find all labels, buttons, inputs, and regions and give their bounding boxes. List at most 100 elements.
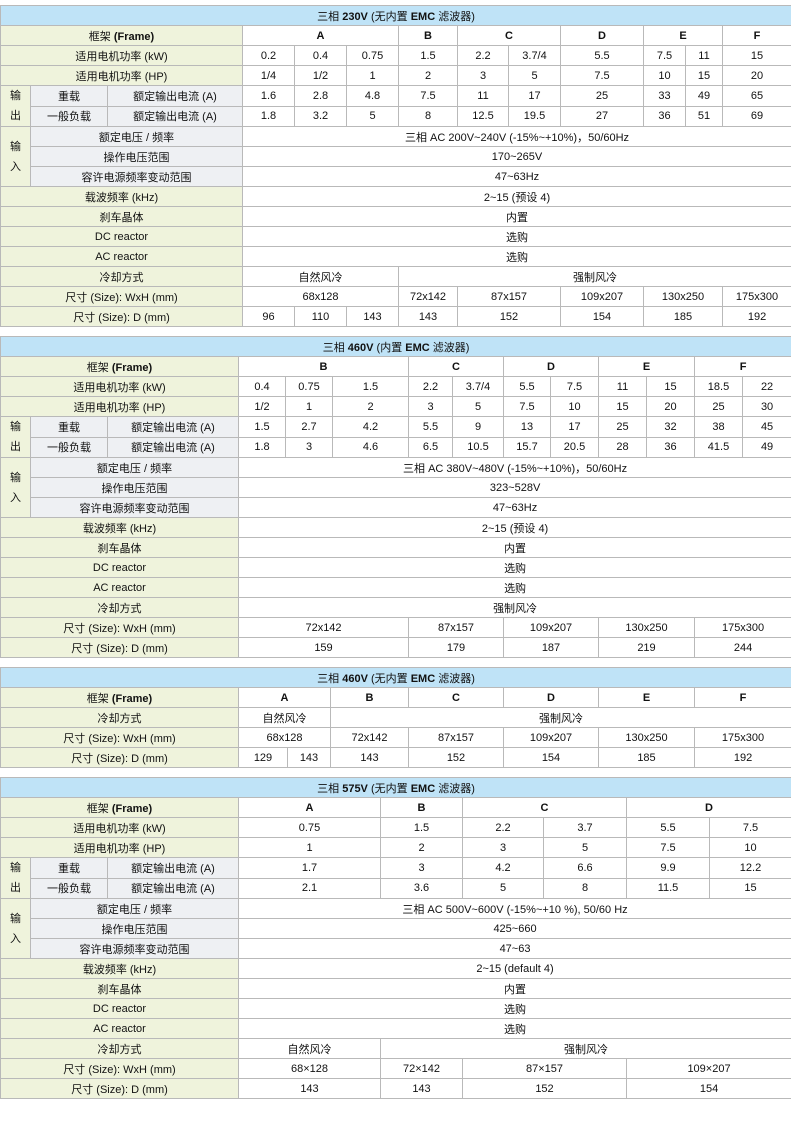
frame-label-en: (Frame) — [111, 802, 153, 815]
table-row: 冷却方式 自然风冷 强制风冷 — [0, 266, 791, 287]
value-cell: 130x250 — [598, 727, 695, 748]
table-row: AC reactor 选购 — [0, 577, 791, 598]
row-label: 适用电机功率 (HP) — [0, 65, 243, 86]
frame-header-cell: F — [693, 356, 791, 377]
row-label: 额定输出电流 (A) — [107, 85, 243, 107]
frame-row: 框架 (Frame) A B C D E F — [0, 25, 791, 46]
value-cell: 51 — [685, 105, 723, 127]
value-cell: 7.5 — [398, 85, 458, 107]
value-cell: 152 — [462, 1078, 627, 1099]
value-cell: 72x142 — [330, 727, 409, 748]
value-cell: 65 — [721, 85, 791, 107]
row-label: 一般负载 — [30, 877, 108, 899]
value-cell: 0.75 — [285, 376, 333, 397]
value-cell: 10 — [643, 65, 686, 86]
value-cell: 2~15 (预设 4) — [237, 517, 791, 538]
value-cell: 15 — [721, 45, 791, 66]
row-label: 冷却方式 — [0, 597, 239, 618]
frame-header-cell: D — [503, 356, 599, 377]
value-cell: 109x207 — [560, 286, 644, 307]
value-cell: 143 — [287, 747, 331, 768]
row-label: 额定输出电流 (A) — [107, 877, 239, 899]
frame-row: 框架 (Frame) B C D E F — [0, 356, 791, 377]
value-cell: 强制风冷 — [379, 1038, 791, 1059]
row-label: 载波频率 (kHz) — [0, 958, 239, 979]
value-cell: 5 — [346, 105, 399, 127]
value-cell: 244 — [693, 637, 791, 658]
table-row: 容许电源频率变动范围 47~63Hz — [1, 166, 791, 187]
table-title: 三相 575V (无内置 EMC 滤波器) — [0, 777, 791, 798]
value-cell: 15 — [685, 65, 723, 86]
table-row: 输出重载 额定输出电流 (A) 1.7 3 4.2 6.6 9.9 12.2 — [0, 857, 791, 899]
row-label: 额定输出电流 (A) — [107, 105, 243, 127]
value-cell: 20 — [721, 65, 791, 86]
value-cell: 175x300 — [693, 617, 791, 638]
table-row: 适用电机功率 (HP) 1/4 1/2 1 2 3 5 7.5 10 15 20 — [0, 65, 791, 86]
frame-header-cell: E — [598, 356, 695, 377]
value-cell: 内置 — [241, 206, 791, 227]
value-cell: 15 — [708, 877, 791, 899]
table-row: 操作电压范围 425~660 — [1, 918, 791, 939]
value-cell: 0.2 — [242, 45, 295, 66]
value-cell: 25 — [598, 416, 647, 438]
title-part: 滤波器) — [435, 10, 475, 23]
value-cell: 4.2 — [332, 416, 409, 438]
row-label: 适用电机功率 (kW) — [0, 45, 243, 66]
value-cell: 2~15 (预设 4) — [241, 186, 791, 207]
table-title-row: 三相 460V (无内置 EMC 滤波器) — [0, 667, 791, 688]
value-cell: 选购 — [237, 1018, 791, 1039]
frame-header-cell: D — [560, 25, 644, 46]
row-label: 重载 — [30, 416, 108, 438]
row-label: 容许电源频率变动范围 — [30, 938, 239, 959]
value-cell: 49 — [685, 85, 723, 107]
value-cell: 1.5 — [398, 45, 458, 66]
frame-header-cell: D — [503, 687, 599, 708]
frame-label-text: 框架 — [86, 361, 112, 374]
value-cell: 选购 — [237, 998, 791, 1019]
frame-label-text: 框架 — [86, 692, 112, 705]
value-cell: 12.5 — [457, 105, 509, 127]
row-label: 操作电压范围 — [30, 477, 239, 498]
value-cell: 87x157 — [408, 617, 504, 638]
table-row: 输出重载 额定输出电流 (A) 1.6 2.8 4.8 7.5 11 17 25 33 49 65 — [0, 85, 791, 127]
table-row: 尺寸 (Size): D (mm) 143 143 152 154 — [0, 1078, 791, 1099]
row-label: 冷却方式 — [0, 1038, 239, 1059]
value-cell: 5 — [543, 837, 627, 858]
table-row: 一般负载 额定输出电流 (A) 2.1 3.6 5 8 11.5 15 — [1, 877, 791, 899]
value-cell: 22 — [741, 376, 791, 397]
title-part: 230V — [342, 10, 368, 23]
title-part: (内置 — [373, 341, 406, 354]
row-label: 尺寸 (Size): WxH (mm) — [0, 617, 239, 638]
value-cell: 68x128 — [242, 286, 399, 307]
value-cell: 2.2 — [408, 376, 453, 397]
row-label: 尺寸 (Size): WxH (mm) — [0, 1058, 239, 1079]
row-label: 尺寸 (Size): D (mm) — [0, 306, 243, 327]
value-cell: 7.5 — [503, 396, 551, 417]
value-cell: 87x157 — [408, 727, 504, 748]
value-cell: 1/2 — [294, 65, 347, 86]
value-cell: 6.6 — [543, 857, 627, 879]
frame-header-cell: C — [408, 356, 504, 377]
table-row: 操作电压范围 323~528V — [1, 477, 791, 498]
value-cell: 192 — [693, 747, 791, 768]
value-cell: 17 — [508, 85, 561, 107]
table-row: 尺寸 (Size): D (mm) 129 143 143 152 154 185 192 — [0, 747, 791, 768]
table-row: DC reactor 选购 — [0, 998, 791, 1019]
frame-header-cell: A — [238, 687, 331, 708]
value-cell: 三相 AC 380V~480V (-15%~+10%)，50/60Hz — [237, 457, 791, 478]
value-cell: 47~63 — [237, 938, 791, 959]
value-cell: 87x157 — [457, 286, 561, 307]
value-cell: 三相 AC 500V~600V (-15%~+10 %), 50/60 Hz — [237, 898, 791, 919]
value-cell: 130x250 — [643, 286, 723, 307]
row-label: 尺寸 (Size): WxH (mm) — [0, 286, 243, 307]
value-cell: 87×157 — [462, 1058, 627, 1079]
frame-label-text: 框架 — [86, 802, 112, 815]
value-cell: 170~265V — [241, 146, 791, 167]
value-cell: 72×142 — [380, 1058, 463, 1079]
value-cell: 30 — [741, 396, 791, 417]
table-row: 尺寸 (Size): D (mm) 96 110 143 143 152 154 185 192 — [0, 306, 791, 327]
table-row: 输入额定电压 / 频率 三相 AC 200V~240V (-15%~+10%)，5… — [0, 126, 791, 187]
value-cell: 143 — [238, 1078, 381, 1099]
value-cell: 2 — [332, 396, 409, 417]
value-cell: 47~63Hz — [241, 166, 791, 187]
